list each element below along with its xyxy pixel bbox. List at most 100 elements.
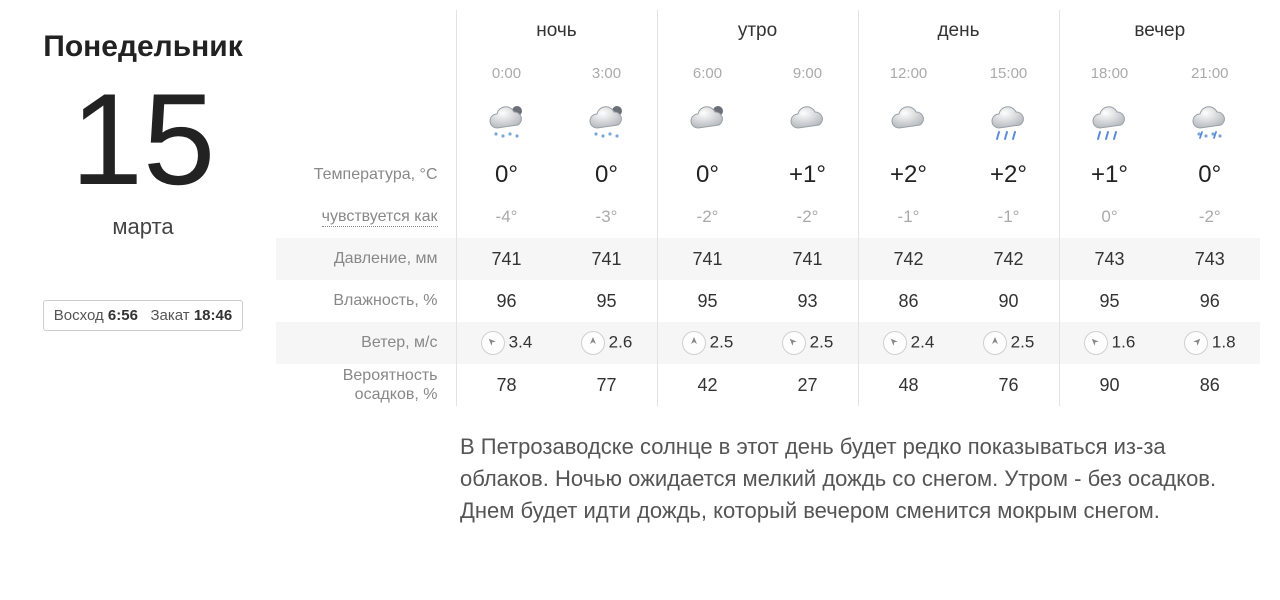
wind-cell: 3.4 xyxy=(456,322,557,364)
temp-value: 0° xyxy=(456,154,557,196)
pressure-value: 741 xyxy=(557,238,658,280)
wind-arrow-icon xyxy=(1184,331,1208,355)
precip-value: 90 xyxy=(1059,364,1160,406)
precip-value: 78 xyxy=(456,364,557,406)
weather-day-detail: Понедельник 15 марта Восход 6:56 Закат 1… xyxy=(20,10,1260,406)
sunrise-label: Восход xyxy=(54,307,104,324)
wind-cell: 2.5 xyxy=(758,322,859,364)
weather-icon xyxy=(483,102,531,142)
row-label-humidity: Влажность, % xyxy=(276,280,456,322)
row-label-precip: Вероятность осадков, % xyxy=(276,364,456,406)
pressure-value: 741 xyxy=(758,238,859,280)
wind-arrow-icon xyxy=(1084,331,1108,355)
wind-speed: 2.6 xyxy=(609,332,633,351)
part-day: день xyxy=(858,10,1059,52)
weather-icon-cell xyxy=(657,94,758,154)
month: марта xyxy=(20,214,266,240)
pressure-value: 741 xyxy=(456,238,557,280)
weekday: Понедельник xyxy=(20,30,266,64)
temp-value: +2° xyxy=(858,154,959,196)
wind-cell: 2.5 xyxy=(959,322,1060,364)
pressure-value: 743 xyxy=(1160,238,1261,280)
weather-icon xyxy=(583,102,631,142)
precip-value: 86 xyxy=(1160,364,1261,406)
sunrise-sunset-box: Восход 6:56 Закат 18:46 xyxy=(43,300,243,331)
precip-value: 27 xyxy=(758,364,859,406)
humidity-value: 96 xyxy=(1160,280,1261,322)
precip-value: 76 xyxy=(959,364,1060,406)
wind-arrow-icon xyxy=(782,331,806,355)
part-evening: вечер xyxy=(1059,10,1260,52)
hour-label: 15:00 xyxy=(959,52,1060,94)
wind-arrow-icon xyxy=(581,331,605,355)
precip-value: 77 xyxy=(557,364,658,406)
row-label-pressure: Давление, мм xyxy=(276,238,456,280)
pressure-value: 742 xyxy=(858,238,959,280)
day-number: 15 xyxy=(20,74,266,204)
wind-cell: 1.8 xyxy=(1160,322,1261,364)
sunrise-time: 6:56 xyxy=(108,307,138,324)
weather-icon xyxy=(1086,102,1134,142)
temperature-row: Температура, °C 0° 0° 0° +1° +2° +2° +1°… xyxy=(276,154,1260,196)
row-label-feels: чувствуется как xyxy=(276,196,456,238)
temp-value: +1° xyxy=(758,154,859,196)
weather-icon-cell xyxy=(959,94,1060,154)
wind-cell: 1.6 xyxy=(1059,322,1160,364)
feels-value: -1° xyxy=(959,196,1060,238)
pressure-value: 742 xyxy=(959,238,1060,280)
weather-icon-cell xyxy=(557,94,658,154)
weather-icon-cell xyxy=(1059,94,1160,154)
part-night: ночь xyxy=(456,10,657,52)
wind-speed: 2.4 xyxy=(911,332,935,351)
hour-label: 18:00 xyxy=(1059,52,1160,94)
temp-value: 0° xyxy=(1160,154,1261,196)
humidity-value: 95 xyxy=(557,280,658,322)
temp-value: +1° xyxy=(1059,154,1160,196)
sunset-label: Закат xyxy=(150,307,189,324)
weather-table: ночь утро день вечер 0:00 3:00 6:00 9:00… xyxy=(276,10,1260,406)
wind-cell: 2.6 xyxy=(557,322,658,364)
humidity-value: 95 xyxy=(657,280,758,322)
sunset-time: 18:46 xyxy=(194,307,232,324)
feels-value: -2° xyxy=(1160,196,1261,238)
wind-speed: 1.8 xyxy=(1212,332,1236,351)
humidity-value: 90 xyxy=(959,280,1060,322)
hourly-grid: ночь утро день вечер 0:00 3:00 6:00 9:00… xyxy=(276,10,1260,406)
part-morning: утро xyxy=(657,10,858,52)
pressure-value: 743 xyxy=(1059,238,1160,280)
feels-value: -3° xyxy=(557,196,658,238)
row-label-temp: Температура, °C xyxy=(276,154,456,196)
feels-value: -2° xyxy=(657,196,758,238)
weather-icon xyxy=(985,102,1033,142)
wind-arrow-icon xyxy=(883,331,907,355)
feels-like-row: чувствуется как -4° -3° -2° -2° -1° -1° … xyxy=(276,196,1260,238)
humidity-value: 86 xyxy=(858,280,959,322)
hour-label: 9:00 xyxy=(758,52,859,94)
date-panel: Понедельник 15 марта Восход 6:56 Закат 1… xyxy=(20,10,266,406)
temp-value: 0° xyxy=(557,154,658,196)
wind-arrow-icon xyxy=(682,331,706,355)
temp-value: 0° xyxy=(657,154,758,196)
humidity-value: 93 xyxy=(758,280,859,322)
icon-row xyxy=(276,94,1260,154)
wind-speed: 2.5 xyxy=(1011,332,1035,351)
feels-value: -4° xyxy=(456,196,557,238)
wind-cell: 2.5 xyxy=(657,322,758,364)
hour-label: 12:00 xyxy=(858,52,959,94)
hours-header-row: 0:00 3:00 6:00 9:00 12:00 15:00 18:00 21… xyxy=(276,52,1260,94)
wind-speed: 2.5 xyxy=(810,332,834,351)
hour-label: 21:00 xyxy=(1160,52,1261,94)
feels-value: 0° xyxy=(1059,196,1160,238)
forecast-description: В Петрозаводске солнце в этот день будет… xyxy=(460,431,1220,527)
weather-icon-cell xyxy=(858,94,959,154)
row-label-wind: Ветер, м/с xyxy=(276,322,456,364)
wind-cell: 2.4 xyxy=(858,322,959,364)
daypart-header-row: ночь утро день вечер xyxy=(276,10,1260,52)
wind-arrow-icon xyxy=(481,331,505,355)
hour-label: 6:00 xyxy=(657,52,758,94)
weather-icon xyxy=(684,102,732,142)
weather-icon-cell xyxy=(1160,94,1261,154)
wind-arrow-icon xyxy=(983,331,1007,355)
feels-value: -1° xyxy=(858,196,959,238)
weather-icon-cell xyxy=(758,94,859,154)
